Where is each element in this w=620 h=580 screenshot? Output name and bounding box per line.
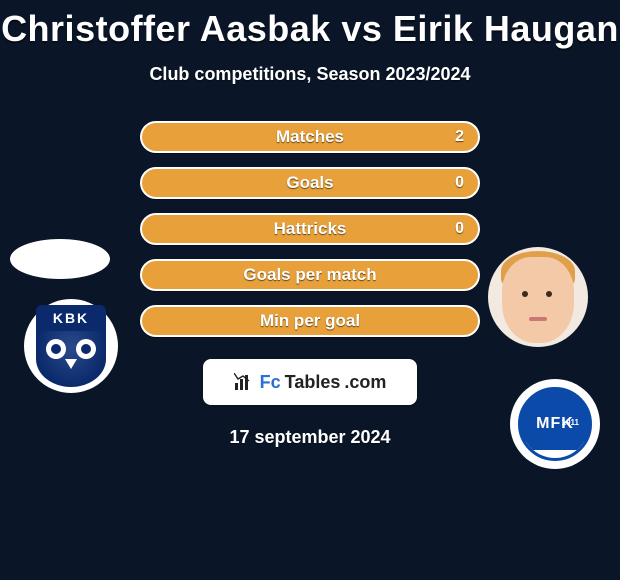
bar-chart-icon [234, 373, 254, 391]
stat-bar-min-per-goal: Min per goal [140, 305, 480, 337]
badge-text-fc: Fc [260, 372, 281, 393]
stat-bars: Matches 2 Goals 0 Hattricks 0 Goals per … [140, 121, 480, 337]
stat-bar-hattricks: Hattricks 0 [140, 213, 480, 245]
stat-label: Min per goal [260, 311, 360, 331]
stat-bar-matches: Matches 2 [140, 121, 480, 153]
stat-bar-goals-per-match: Goals per match [140, 259, 480, 291]
stat-label: Matches [276, 127, 344, 147]
club-left-abbrev: KBK [36, 305, 106, 331]
club-right-logo: MFK 1911 [510, 379, 600, 469]
stat-bar-goals: Goals 0 [140, 167, 480, 199]
club-right-abbrev: MFK [536, 415, 574, 433]
stat-value-right: 0 [455, 220, 464, 238]
badge-text-dotcom: .com [344, 372, 386, 393]
stat-label: Goals per match [243, 265, 376, 285]
stat-label: Goals [286, 173, 333, 193]
club-left-logo: KBK [24, 299, 118, 393]
stat-value-right: 0 [455, 174, 464, 192]
subtitle: Club competitions, Season 2023/2024 [0, 64, 620, 85]
player-right-avatar [488, 247, 588, 347]
stat-label: Hattricks [274, 219, 347, 239]
page-title: Christoffer Aasbak vs Eirik Haugan [0, 0, 620, 50]
stat-value-right: 2 [455, 128, 464, 146]
comparison-arena: KBK MFK 1911 Matches 2 Goals 0 Hattricks [0, 121, 620, 448]
source-badge: FcTables.com [203, 359, 417, 405]
player-left-avatar [10, 239, 110, 279]
badge-text-tables: Tables [285, 372, 341, 393]
